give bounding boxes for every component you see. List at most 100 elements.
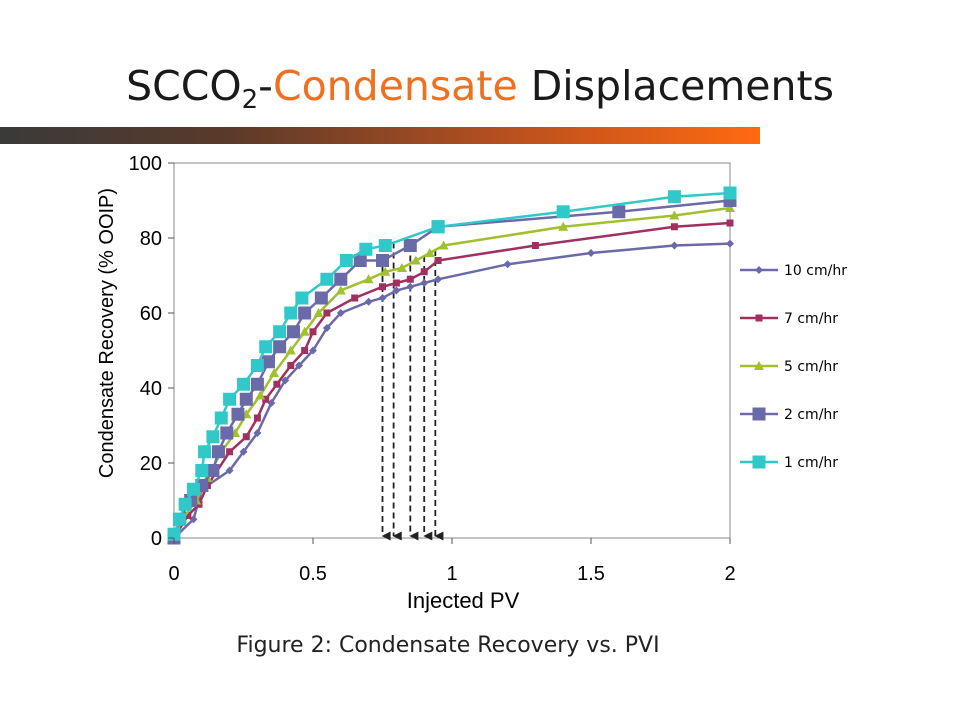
title-subscript: 2: [241, 85, 259, 115]
data-point: [281, 376, 290, 385]
legend-marker: [752, 407, 766, 421]
data-point: [309, 328, 317, 336]
data-point: [223, 392, 237, 406]
data-point: [378, 239, 392, 252]
x-tick-label: 2: [724, 563, 735, 585]
data-point: [364, 297, 373, 306]
data-point: [420, 268, 428, 276]
data-point: [667, 190, 681, 204]
data-point: [184, 512, 192, 519]
legend-label: 1 cm/hr: [784, 455, 838, 471]
title-gradient-bar: [0, 127, 760, 144]
legend-item: 1 cm/hr: [740, 455, 838, 471]
data-point: [396, 263, 407, 272]
data-point: [363, 274, 374, 284]
data-point: [284, 306, 298, 320]
data-point: [531, 242, 539, 249]
data-point: [287, 362, 295, 369]
legend-item: 10 cm/hr: [740, 263, 847, 279]
data-point: [255, 390, 266, 400]
data-point: [558, 221, 569, 231]
data-point: [173, 512, 187, 526]
data-point: [503, 260, 512, 269]
data-point: [285, 345, 296, 355]
legend-label: 10 cm/hr: [784, 263, 847, 279]
data-point: [670, 223, 678, 231]
data-point: [189, 515, 198, 524]
data-point: [195, 464, 209, 477]
data-point: [267, 399, 276, 407]
y-tick-label: 0: [151, 528, 162, 550]
series-4: [167, 186, 737, 541]
y-axis-label: Condensate Recovery (% OOIP): [96, 188, 118, 478]
data-point: [214, 411, 228, 425]
data-point: [220, 426, 234, 440]
data-point: [239, 392, 253, 406]
data-point: [556, 205, 570, 219]
data-point: [239, 447, 248, 456]
data-point: [273, 380, 281, 388]
x-tick-label: 1.5: [577, 563, 605, 585]
x-tick-label: 1: [446, 563, 457, 585]
data-point: [253, 414, 261, 422]
data-point: [309, 346, 317, 355]
data-point: [313, 308, 324, 317]
data-point: [237, 377, 250, 391]
data-point: [723, 186, 737, 200]
x-tick-label: 0.5: [299, 563, 327, 585]
x-axis-label: Injected PV: [407, 588, 520, 613]
data-point: [669, 210, 680, 220]
legend-label: 7 cm/hr: [784, 311, 838, 327]
data-point: [670, 241, 679, 250]
data-point: [211, 445, 225, 459]
data-point: [178, 497, 192, 511]
data-point: [379, 283, 386, 291]
data-point: [339, 254, 353, 267]
data-point: [253, 429, 262, 437]
data-point: [269, 368, 280, 377]
data-point: [323, 309, 331, 317]
data-point: [420, 279, 429, 287]
data-point: [225, 466, 234, 475]
title-text-end: Displacements: [517, 62, 834, 110]
data-point: [299, 326, 310, 336]
data-point: [314, 291, 328, 305]
data-point: [322, 324, 331, 332]
data-point: [334, 272, 348, 286]
series-line: [173, 242, 731, 539]
data-point: [320, 272, 334, 286]
data-point: [726, 239, 734, 248]
data-point: [335, 285, 346, 295]
data-point: [250, 377, 264, 391]
data-point: [376, 254, 389, 267]
legend-marker: [755, 266, 763, 274]
data-point: [378, 294, 387, 302]
data-point: [206, 430, 220, 444]
data-point: [336, 309, 345, 317]
x-tick-label: 0: [168, 563, 179, 585]
data-point: [587, 249, 595, 257]
legend-marker: [752, 455, 766, 469]
data-point: [231, 407, 245, 421]
data-point: [406, 275, 414, 283]
data-point: [298, 306, 312, 320]
data-point: [242, 433, 250, 441]
y-tick-label: 80: [140, 228, 162, 250]
data-point: [273, 340, 287, 354]
legend-marker: [755, 314, 763, 322]
data-point: [186, 482, 200, 496]
data-point: [262, 355, 276, 369]
data-point: [612, 205, 626, 219]
series-group: [167, 186, 737, 545]
data-point: [431, 220, 445, 234]
data-point: [434, 275, 443, 284]
legend-item: 2 cm/hr: [740, 407, 838, 423]
data-point: [403, 239, 417, 252]
title-accent: Condensate: [272, 62, 518, 110]
title-dash: -: [258, 62, 273, 110]
legend-label: 2 cm/hr: [784, 407, 838, 423]
slide-title: SCCO2-Condensate Displacements: [0, 62, 960, 113]
data-point: [226, 448, 234, 456]
data-point: [250, 359, 264, 372]
